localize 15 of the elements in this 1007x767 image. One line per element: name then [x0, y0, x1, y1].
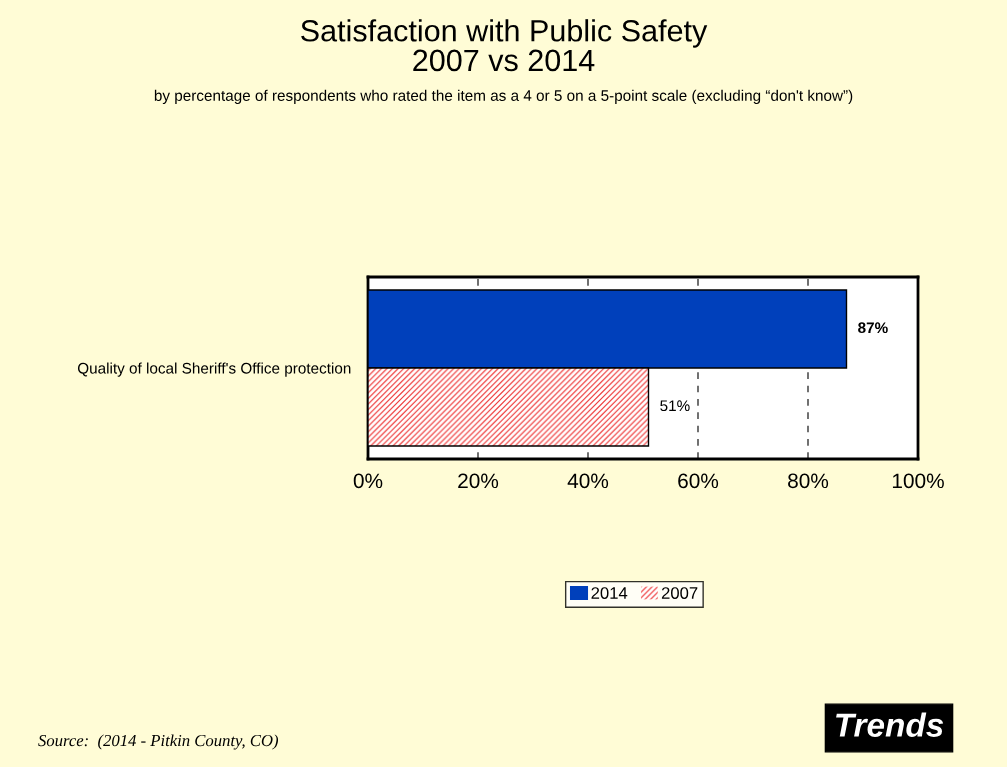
chart-title: Satisfaction with Public Safety 2007 vs 2014: [301, 19, 708, 72]
x-tick-label: 0%: [353, 473, 383, 489]
source-note: Source: (2014 - Pitkin County, CO): [38, 734, 279, 750]
x-tick-label: 40%: [567, 473, 609, 489]
data-label: 87%: [858, 322, 888, 334]
legend-label: 2007: [661, 587, 698, 599]
legend-label: 2014: [591, 587, 628, 599]
x-tick-label: 80%: [788, 473, 829, 489]
text: Trends: [836, 712, 944, 737]
x-tick-label: 20%: [458, 473, 499, 489]
x-tick-label: 100%: [892, 473, 944, 489]
y-tick-label: Quality of local Sheriff's Office protection: [77, 362, 351, 377]
chart-subtitle: by percentage of respondents who rated the item as a 4 or 5 on a 5-point scale (excluding “don't know”): [154, 89, 853, 104]
x-tick-label: 60%: [678, 473, 719, 489]
data-label: 51%: [660, 400, 690, 412]
